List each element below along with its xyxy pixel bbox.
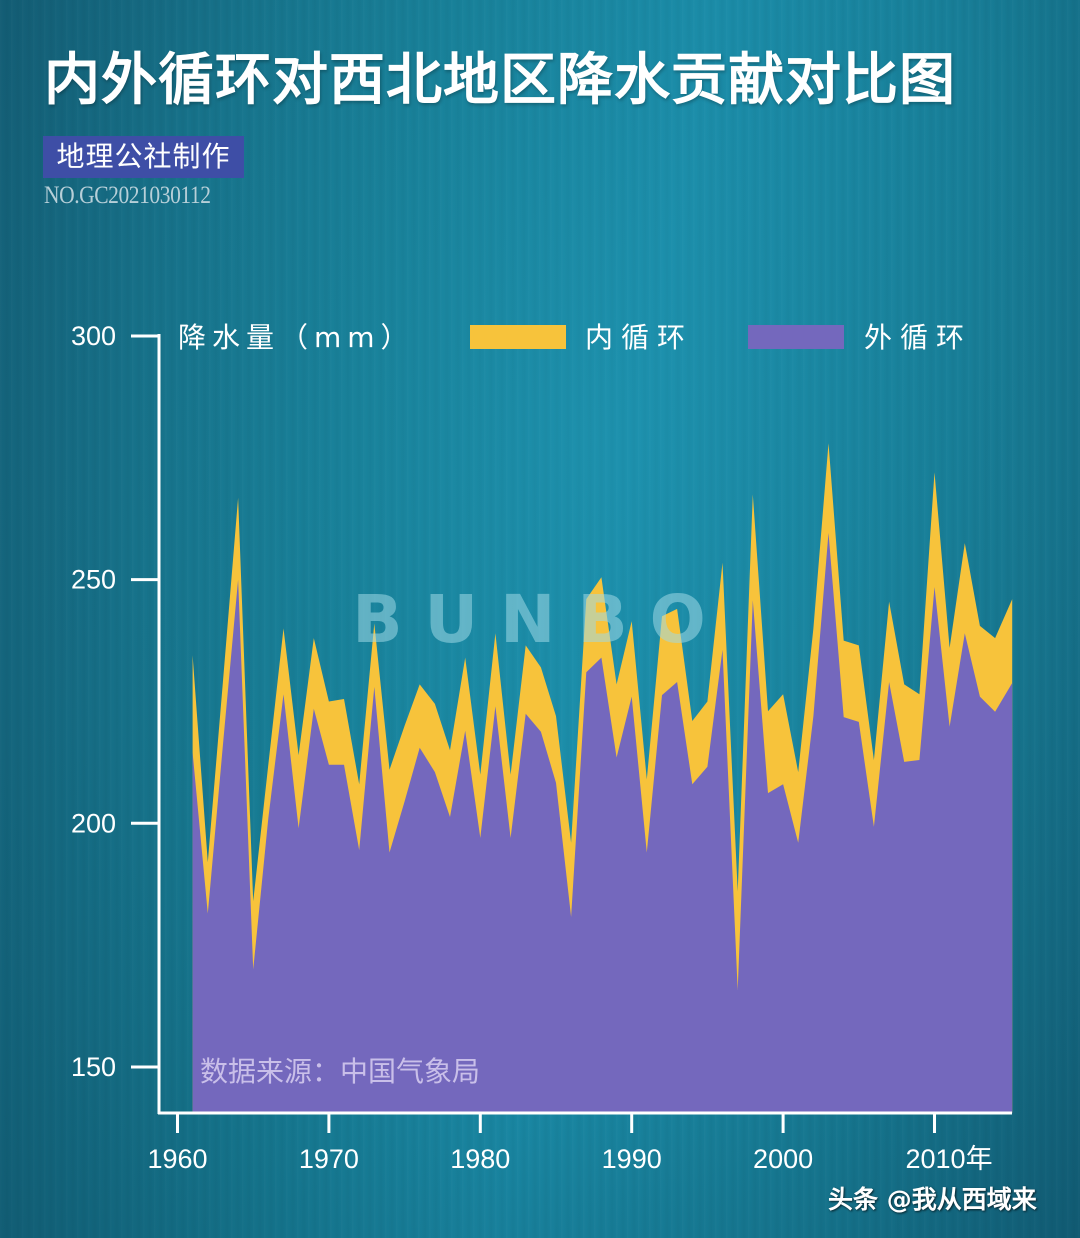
x-tick-label: 2000 — [753, 1144, 813, 1174]
outer-cycle-area — [192, 532, 1013, 1113]
page-title: 内外循环对西北地区降水贡献对比图 — [44, 47, 956, 113]
y-axis-label: 降水量（mm） — [178, 321, 415, 354]
y-tick-label: 150 — [71, 1052, 116, 1082]
serial-number: NO.GC2021030112 — [44, 182, 211, 209]
legend-item-inner: 内循环 — [470, 321, 693, 354]
x-tick-label: 1970 — [299, 1144, 359, 1174]
data-source-note: 数据来源：中国气象局 — [200, 1055, 480, 1088]
footer-credit: 头条 @我从西域来 — [828, 1185, 1037, 1214]
legend-swatch-outer — [748, 325, 844, 349]
plot-area — [192, 443, 1013, 1113]
y-tick-label: 200 — [71, 808, 116, 838]
x-tick-label: 1960 — [147, 1144, 207, 1174]
y-tick-label: 250 — [71, 565, 116, 595]
y-axis: 150 200 250 300 — [71, 321, 161, 1114]
legend-swatch-inner — [470, 325, 566, 349]
bunbo-watermark: BUNBO — [352, 581, 728, 658]
x-tick-label: 1990 — [602, 1144, 662, 1174]
y-tick-label: 300 — [71, 321, 116, 351]
x-axis: 1960 1970 1980 1990 2000 2010年 — [147, 1111, 1012, 1174]
legend-label-outer: 外循环 — [864, 321, 972, 354]
legend-label-inner: 内循环 — [585, 321, 693, 354]
x-tick-label: 2010年 — [906, 1144, 993, 1174]
publisher-badge: 地理公社制作 — [43, 136, 244, 178]
legend: 内循环 外循环 — [470, 321, 972, 354]
legend-item-outer: 外循环 — [748, 321, 972, 354]
x-tick-label: 1980 — [450, 1144, 510, 1174]
